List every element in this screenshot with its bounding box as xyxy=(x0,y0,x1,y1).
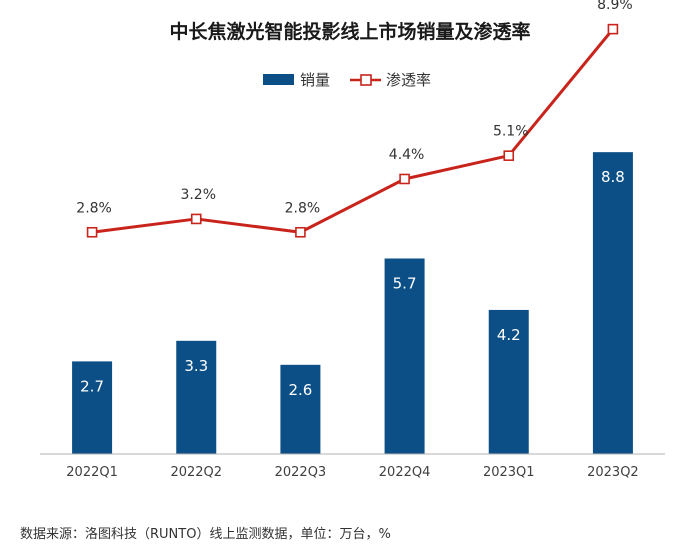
source-note: 数据来源：洛图科技（RUNTO）线上监测数据，单位：万台，% xyxy=(20,527,391,542)
penetration-value-label: 2.8% xyxy=(285,200,321,216)
bar-value-label: 8.8 xyxy=(601,168,625,186)
bar-value-label: 2.7 xyxy=(80,377,104,395)
penetration-marker xyxy=(607,23,619,35)
bar-2022Q3 xyxy=(280,364,321,454)
penetration-marker xyxy=(399,173,410,185)
legend-label-sales: 销量 xyxy=(300,71,330,89)
bar-2022Q4 xyxy=(384,258,425,454)
bar-value-label: 2.6 xyxy=(288,381,312,399)
chart-title: 中长焦激光智能投影线上市场销量及渗透率 xyxy=(169,20,530,43)
bar-2022Q1 xyxy=(72,361,113,454)
penetration-value-label: 2.8% xyxy=(76,200,112,216)
x-tick-label: 2022Q1 xyxy=(66,465,118,480)
legend-label-penetration: 渗透率 xyxy=(386,71,431,89)
bar-labels-group: 2.7 3.3 2.6 5.7 4.2 8.8 xyxy=(80,168,625,399)
x-tick-labels-group: 2022Q1 2022Q2 2022Q3 2022Q4 2023Q1 2023Q2 xyxy=(66,465,638,480)
bar-value-label: 4.2 xyxy=(497,326,521,344)
penetration-marker xyxy=(295,226,306,238)
bars-group xyxy=(72,152,633,454)
legend: 销量 渗透率 xyxy=(263,71,431,89)
penetration-marker xyxy=(503,150,515,161)
bar-2023Q2 xyxy=(592,152,633,454)
legend-marker-penetration xyxy=(360,74,372,86)
bar-2023Q1 xyxy=(488,309,529,454)
line-labels-group: 2.8% 3.2% 2.8% 4.4% 5.1% 8.9% xyxy=(76,0,632,216)
penetration-value-label: 8.9% xyxy=(597,0,633,13)
x-tick-label: 2023Q2 xyxy=(587,465,639,480)
penetration-line xyxy=(91,28,615,234)
bar-value-label: 3.3 xyxy=(184,357,208,375)
penetration-value-label: 3.2% xyxy=(180,187,216,203)
penetration-value-label: 4.4% xyxy=(389,147,425,163)
x-tick-label: 2022Q3 xyxy=(275,465,327,480)
x-tick-label: 2022Q4 xyxy=(379,465,431,480)
penetration-marker xyxy=(190,213,202,225)
bar-2022Q2 xyxy=(176,340,217,454)
line-series-group xyxy=(86,23,619,238)
x-tick-label: 2023Q1 xyxy=(483,465,535,480)
penetration-value-label: 5.1% xyxy=(493,124,529,140)
penetration-marker xyxy=(86,226,98,238)
x-tick-label: 2022Q2 xyxy=(170,465,222,480)
bar-value-label: 5.7 xyxy=(393,274,417,292)
legend-swatch-sales xyxy=(263,74,294,85)
